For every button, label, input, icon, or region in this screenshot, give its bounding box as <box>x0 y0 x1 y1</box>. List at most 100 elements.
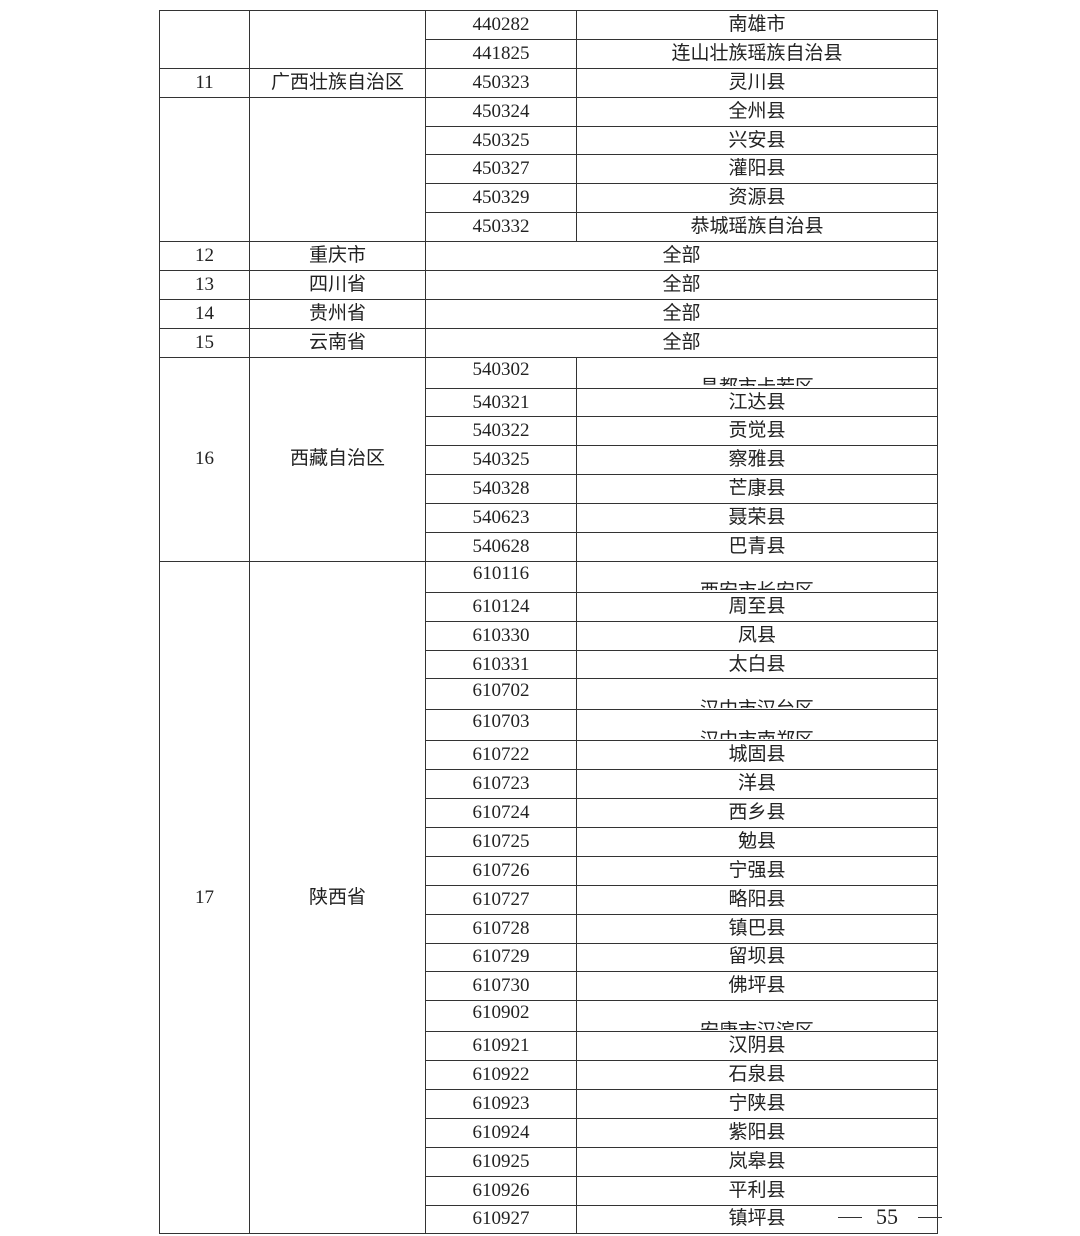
name-cell: 江达县 <box>576 387 938 418</box>
dash <box>918 1217 942 1218</box>
name-cell: 城固县 <box>576 740 938 771</box>
region-cell: 重庆市 <box>249 241 426 272</box>
scope-cell: 全部 <box>425 241 938 272</box>
table-row: 610926 平利县 <box>160 1175 938 1206</box>
table-row: 16西藏自治区540302昌都市卡若区 <box>159 356 938 562</box>
code-cell: 610925 <box>425 1146 577 1177</box>
table-row: 540322 贡觉县 <box>160 416 938 447</box>
name-cell: 察雅县 <box>576 445 938 476</box>
name-cell: 周至县 <box>576 591 938 622</box>
table-row: 610927 镇坪县 <box>160 1204 938 1235</box>
name-cell: 太白县 <box>576 649 938 680</box>
name-cell: 灵川县 <box>576 67 938 98</box>
table-row: 450327 灌阳县 <box>160 154 938 185</box>
name-cell: 略阳县 <box>576 884 938 915</box>
number-cell <box>159 96 250 243</box>
code-cell: 610725 <box>425 826 577 857</box>
code-cell: 610703 <box>425 709 577 742</box>
code-cell: 540328 <box>425 474 577 505</box>
code-cell: 450332 <box>425 212 577 243</box>
number-cell: 16 <box>159 356 250 562</box>
table-row: 610702汉中市汉台区 <box>160 678 938 711</box>
table-row: 17陕西省610116西安市长安区 <box>159 560 938 1235</box>
code-cell: 540325 <box>425 445 577 476</box>
region-cell: 贵州省 <box>249 298 426 329</box>
number-cell: 15 <box>159 327 250 358</box>
code-cell: 610924 <box>425 1117 577 1148</box>
name-text: 西安市长安区 <box>577 563 937 591</box>
code-cell: 540628 <box>425 532 577 562</box>
table-row: 11 广西壮族自治区 450323 灵川县 <box>159 67 938 98</box>
name-cell: 平利县 <box>576 1175 938 1206</box>
clip-box: 西安市长安区 <box>577 563 937 591</box>
name-cell: 石泉县 <box>576 1060 938 1090</box>
code-cell: 610330 <box>425 620 577 651</box>
name-text: 昌都市卡若区 <box>577 359 937 387</box>
code-cell: 610116 <box>425 560 577 593</box>
code-cell: 450327 <box>425 154 577 185</box>
table-row: 14 贵州省 全部 <box>159 298 938 329</box>
table-row: 610330 凤县 <box>160 620 938 651</box>
table-row: 610725 勉县 <box>160 826 938 857</box>
table-row: 610925 岚皋县 <box>160 1146 938 1177</box>
number-cell: 13 <box>159 270 250 300</box>
code-cell: 610730 <box>425 971 577 1002</box>
name-cell: 宁强县 <box>576 855 938 886</box>
name-text: 安康市汉滨区 <box>577 1003 937 1030</box>
scope-cell: 全部 <box>425 327 938 358</box>
table-row: 450324 全州县 <box>159 96 938 243</box>
table-row: 15 云南省 全部 <box>159 327 938 358</box>
code-cell: 441825 <box>425 38 577 69</box>
table-row: 610902安康市汉滨区 <box>160 1000 938 1033</box>
code-cell: 610124 <box>425 591 577 622</box>
code-cell: 450329 <box>425 183 577 214</box>
table-row: 441825 连山壮族瑶族自治县 <box>160 38 938 69</box>
table-row: 610924 紫阳县 <box>160 1117 938 1148</box>
scope-cell: 全部 <box>425 270 938 300</box>
table-row: 610703汉中市南郑区 <box>160 709 938 742</box>
table-row: 610723 洋县 <box>160 769 938 800</box>
code-cell: 610927 <box>425 1204 577 1235</box>
code-cell: 610723 <box>425 769 577 800</box>
code-cell: 450324 <box>425 96 577 127</box>
table-row: 610728 镇巴县 <box>160 913 938 944</box>
name-cell: 恭城瑶族自治县 <box>576 212 938 243</box>
table-row: 610722 城固县 <box>160 740 938 771</box>
code-cell: 610331 <box>425 649 577 680</box>
name-cell: 佛坪县 <box>576 971 938 1002</box>
region-cell <box>249 10 426 69</box>
table-row: 540325 察雅县 <box>160 445 938 476</box>
code-cell: 610702 <box>425 678 577 711</box>
clip-box: 汉中市汉台区 <box>577 681 937 708</box>
table-row: 610922 石泉县 <box>160 1060 938 1090</box>
table-row: 610724 西乡县 <box>160 798 938 828</box>
code-cell: 450325 <box>425 125 577 156</box>
region-cell: 西藏自治区 <box>249 356 426 562</box>
code-cell: 610729 <box>425 942 577 973</box>
code-cell: 610921 <box>425 1031 577 1062</box>
code-cell: 610728 <box>425 913 577 944</box>
code-cell: 540623 <box>425 503 577 534</box>
code-cell: 610926 <box>425 1175 577 1206</box>
table-row: 450325 兴安县 <box>160 125 938 156</box>
region-cell: 广西壮族自治区 <box>249 67 426 98</box>
region-cell <box>249 96 426 243</box>
name-cell: 汉中市南郑区 <box>576 709 938 742</box>
page-number: 55 <box>838 1204 944 1230</box>
clip-box: 汉中市南郑区 <box>577 712 937 739</box>
name-cell: 连山壮族瑶族自治县 <box>576 38 938 69</box>
code-cell: 610726 <box>425 855 577 886</box>
table-row: 610730 佛坪县 <box>160 971 938 1002</box>
number-cell: 17 <box>159 560 250 1235</box>
name-cell: 南雄市 <box>576 10 938 40</box>
code-cell: 610922 <box>425 1060 577 1090</box>
number-cell: 12 <box>159 241 250 272</box>
table-row: 540321 江达县 <box>160 387 938 418</box>
clip-box: 安康市汉滨区 <box>577 1003 937 1030</box>
name-cell: 芒康县 <box>576 474 938 505</box>
name-cell: 宁陕县 <box>576 1088 938 1119</box>
code-cell: 610902 <box>425 1000 577 1033</box>
name-cell: 洋县 <box>576 769 938 800</box>
name-text: 汉中市南郑区 <box>577 712 937 739</box>
